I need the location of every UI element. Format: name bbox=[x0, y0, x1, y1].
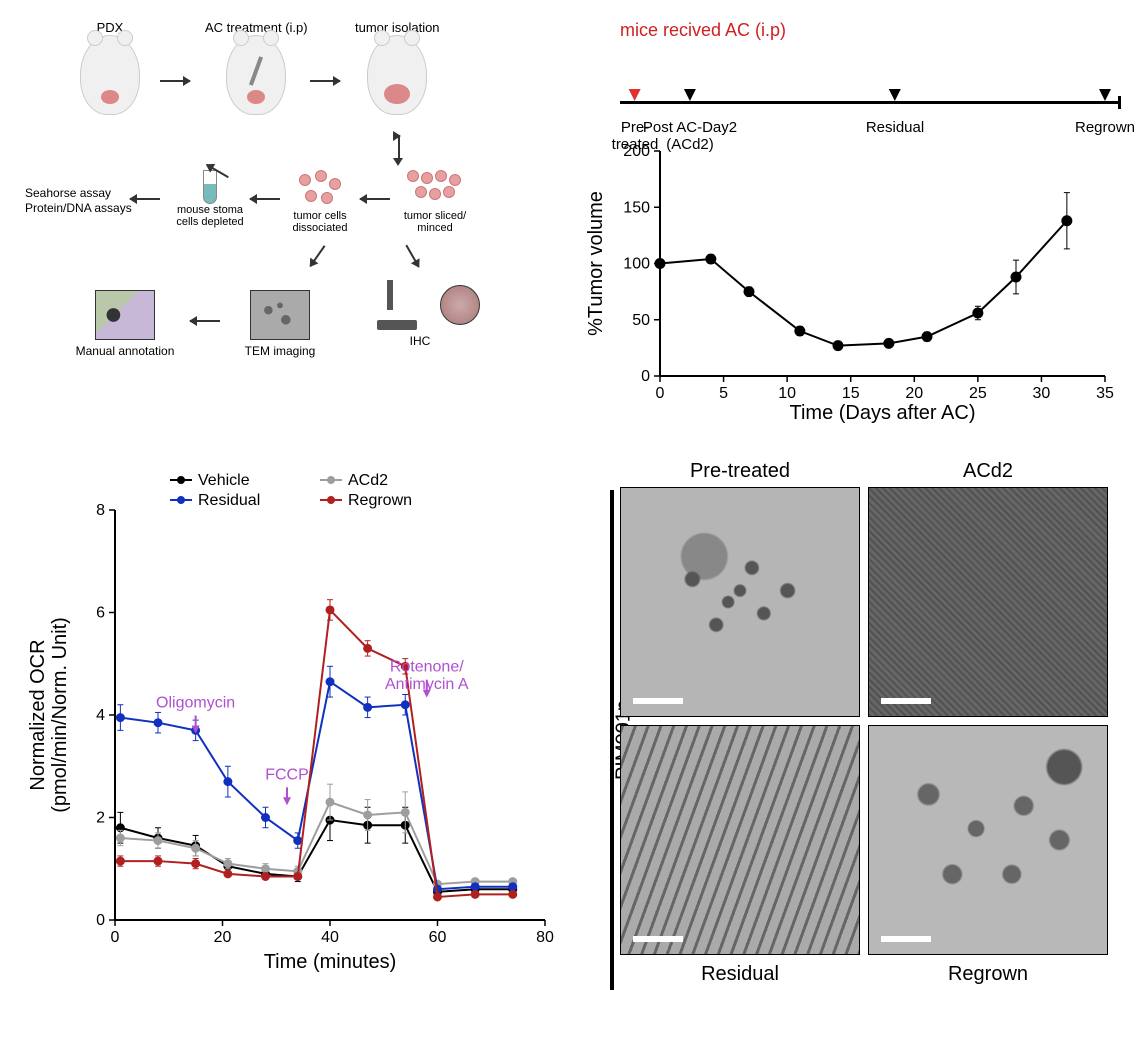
svg-text:0: 0 bbox=[96, 912, 105, 929]
svg-text:FCCP: FCCP bbox=[265, 766, 309, 783]
label-stoma: mouse stoma cells depleted bbox=[170, 204, 250, 228]
svg-text:6: 6 bbox=[96, 605, 105, 622]
svg-text:Regrown: Regrown bbox=[348, 492, 412, 509]
label-tumor-isolation: tumor isolation bbox=[355, 20, 440, 35]
panel-c-ocr-chart: 0 20 40 60 80 0 2 4 6 8 Time (minutes) Normalized O… bbox=[20, 460, 560, 1020]
label-ac-treatment: AC treatment (i.p) bbox=[205, 20, 308, 35]
tem-image-acd2 bbox=[868, 487, 1108, 717]
svg-text:Time (minutes): Time (minutes) bbox=[264, 951, 397, 973]
tem-image-pretreated bbox=[620, 487, 860, 717]
svg-text:Oligomycin: Oligomycin bbox=[156, 695, 235, 712]
tem-label-residual: Residual bbox=[620, 963, 860, 986]
svg-text:20: 20 bbox=[214, 929, 232, 946]
label-ihc: IHC bbox=[360, 334, 480, 348]
svg-text:60: 60 bbox=[429, 929, 447, 946]
svg-text:15: 15 bbox=[842, 385, 860, 402]
svg-text:0: 0 bbox=[111, 929, 120, 946]
svg-text:4: 4 bbox=[96, 707, 105, 724]
label-tem: TEM imaging bbox=[230, 344, 330, 358]
svg-text:Time (Days after AC): Time (Days after AC) bbox=[790, 402, 976, 424]
label-minced: tumor sliced/ minced bbox=[390, 210, 480, 234]
ocr-chart: 0 20 40 60 80 0 2 4 6 8 Time (minutes) Normalized O… bbox=[20, 460, 560, 980]
svg-text:8: 8 bbox=[96, 502, 105, 519]
tumor-volume-chart: 05101520253035050100150200Time (Days aft… bbox=[580, 141, 1120, 431]
svg-text:%Tumor volume: %Tumor volume bbox=[585, 191, 607, 336]
panel-b-timeline-chart: mice recived AC (i.p) Pre- treatedPost A… bbox=[580, 20, 1140, 440]
tem-image-regrown bbox=[868, 725, 1108, 955]
label-seahorse: Seahorse assay Protein/DNA assays bbox=[25, 186, 132, 215]
svg-text:0: 0 bbox=[656, 385, 665, 402]
svg-text:0: 0 bbox=[641, 368, 650, 385]
svg-text:Normalized OCR(pmol/min/Norm.: Normalized OCR(pmol/min/Norm. Unit) bbox=[27, 617, 71, 813]
tem-label-regrown: Regrown bbox=[868, 963, 1108, 986]
tem-label-pretreated: Pre-treated bbox=[620, 460, 860, 483]
timeline-tick: Regrown bbox=[1075, 89, 1135, 136]
svg-text:20: 20 bbox=[905, 385, 923, 402]
label-manual-anno: Manual annotation bbox=[70, 344, 180, 358]
timeline-title: mice recived AC (i.p) bbox=[620, 20, 1140, 41]
svg-text:40: 40 bbox=[321, 929, 339, 946]
svg-text:Vehicle: Vehicle bbox=[198, 472, 250, 489]
svg-text:100: 100 bbox=[623, 256, 650, 273]
svg-text:2: 2 bbox=[96, 810, 105, 827]
svg-text:10: 10 bbox=[778, 385, 796, 402]
svg-text:Residual: Residual bbox=[198, 492, 260, 509]
svg-text:25: 25 bbox=[969, 385, 987, 402]
label-dissoc: tumor cells dissociated bbox=[280, 210, 360, 234]
tem-label-acd2: ACd2 bbox=[868, 460, 1108, 483]
svg-text:50: 50 bbox=[632, 312, 650, 329]
panel-d-tem-grid: PIM001p Pre-treated ACd2 Residual Regrow… bbox=[580, 460, 1140, 1020]
tem-image-residual bbox=[620, 725, 860, 955]
svg-text:ACd2: ACd2 bbox=[348, 472, 388, 489]
svg-text:35: 35 bbox=[1096, 385, 1114, 402]
svg-text:80: 80 bbox=[536, 929, 554, 946]
svg-text:5: 5 bbox=[719, 385, 728, 402]
timeline-tick: Post AC-Day2 (ACd2) bbox=[643, 89, 737, 153]
panel-a-workflow: PDX AC treatment (i.p) tumor isolation S… bbox=[20, 20, 560, 440]
svg-text:150: 150 bbox=[623, 199, 650, 216]
timeline: Pre- treatedPost AC-Day2 (ACd2)ResidualR… bbox=[620, 51, 1120, 131]
timeline-tick: Residual bbox=[866, 89, 924, 136]
svg-text:30: 30 bbox=[1033, 385, 1051, 402]
